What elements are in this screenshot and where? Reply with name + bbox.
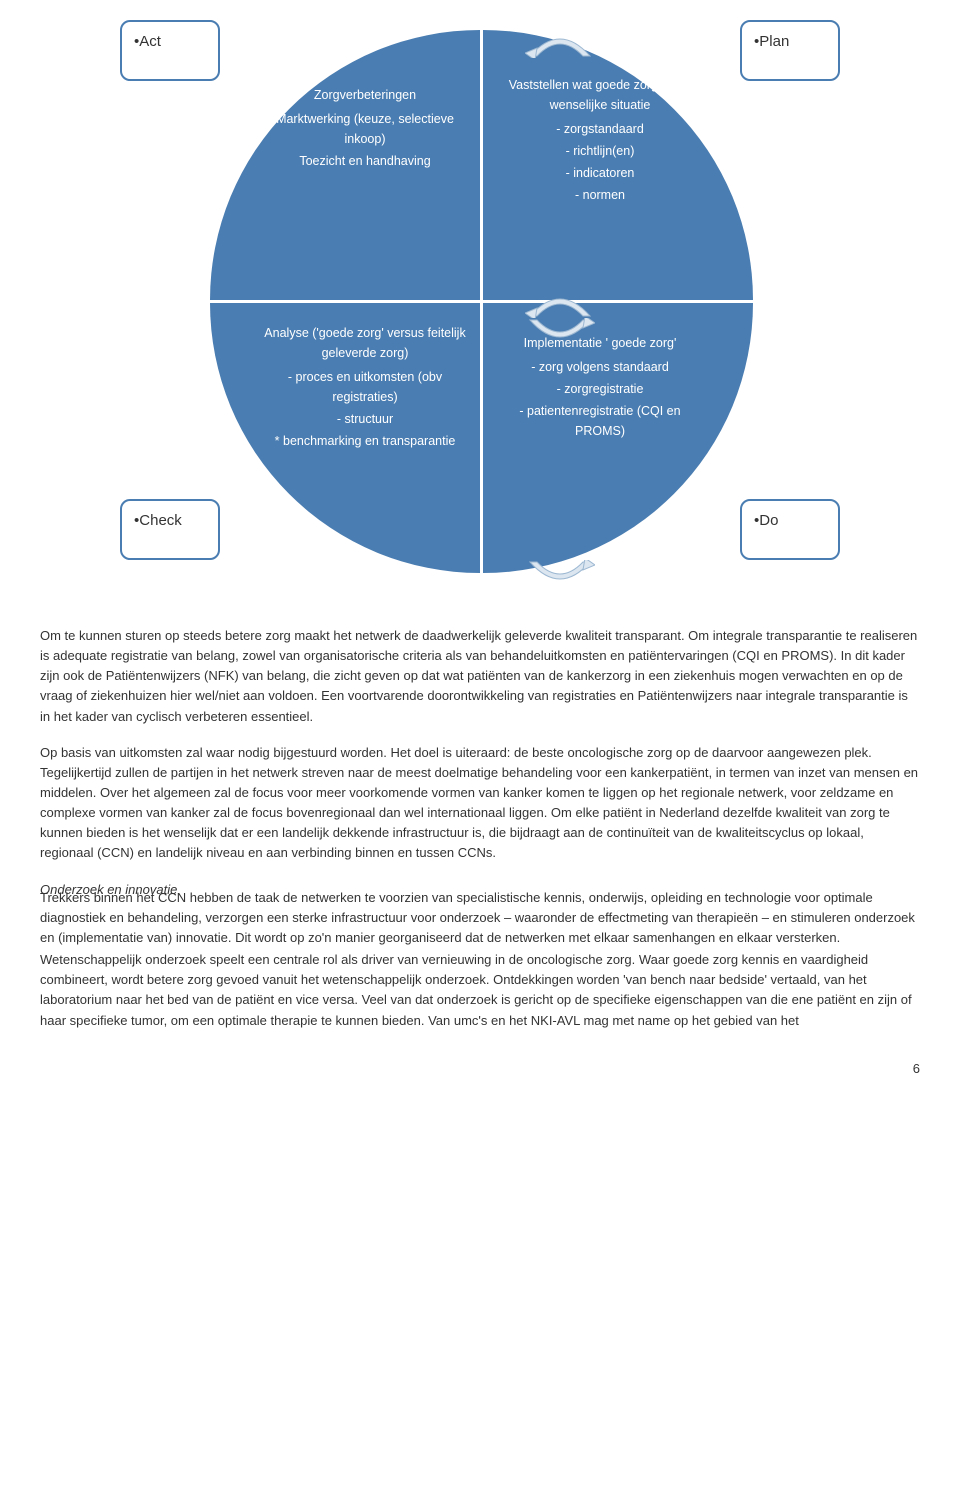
body-text: Om te kunnen sturen op steeds betere zor… xyxy=(40,626,920,1031)
page-number: 6 xyxy=(40,1059,920,1079)
quadrant-act: Zorgverbeteringen Marktwerking (keuze, s… xyxy=(210,30,480,300)
quad-line: - indicatoren xyxy=(495,163,705,183)
label-check: •Check xyxy=(120,499,220,560)
quad-line: * benchmarking en transparantie xyxy=(260,431,470,451)
quad-line: - structuur xyxy=(260,409,470,429)
paragraph: Trekkers binnen het CCN hebben de taak d… xyxy=(40,888,920,948)
quad-line: - proces en uitkomsten (obv registraties… xyxy=(260,367,470,407)
quad-text-br: Implementatie ' goede zorg' - zorg volge… xyxy=(495,333,705,443)
label-do: •Do xyxy=(740,499,840,560)
quad-text-tl: Zorgverbeteringen Marktwerking (keuze, s… xyxy=(260,85,470,173)
quad-line: - patientenregistratie (CQI en PROMS) xyxy=(495,401,705,441)
quad-line: - zorgregistratie xyxy=(495,379,705,399)
label-act: •Act xyxy=(120,20,220,81)
paragraph: Om te kunnen sturen op steeds betere zor… xyxy=(40,626,920,727)
quad-line: Toezicht en handhaving xyxy=(260,151,470,171)
label-text: Act xyxy=(139,33,161,50)
circle-container: Zorgverbeteringen Marktwerking (keuze, s… xyxy=(210,30,750,570)
label-text: Do xyxy=(759,512,778,529)
quadrant-check: Analyse ('goede zorg' versus feitelijk g… xyxy=(210,303,480,573)
quad-title: Implementatie ' goede zorg' xyxy=(495,333,705,353)
quad-line: Marktwerking (keuze, selectieve inkoop) xyxy=(260,109,470,149)
label-text: Plan xyxy=(759,33,789,50)
quad-line: - zorgstandaard xyxy=(495,119,705,139)
label-text: Check xyxy=(139,512,182,529)
quad-text-bl: Analyse ('goede zorg' versus feitelijk g… xyxy=(260,323,470,453)
quadrant-do: Implementatie ' goede zorg' - zorg volge… xyxy=(483,303,753,573)
quad-line: - normen xyxy=(495,185,705,205)
quad-title: Vaststellen wat goede zorg is: de wensel… xyxy=(495,75,705,115)
paragraph: Op basis van uitkomsten zal waar nodig b… xyxy=(40,743,920,864)
paragraph: Wetenschappelijk onderzoek speelt een ce… xyxy=(40,950,920,1031)
quad-line: - zorg volgens standaard xyxy=(495,357,705,377)
quad-line: - richtlijn(en) xyxy=(495,141,705,161)
quad-title: Zorgverbeteringen xyxy=(260,85,470,105)
quad-title: Analyse ('goede zorg' versus feitelijk g… xyxy=(260,323,470,363)
quad-text-tr: Vaststellen wat goede zorg is: de wensel… xyxy=(495,75,705,207)
label-plan: •Plan xyxy=(740,20,840,81)
quadrant-plan: Vaststellen wat goede zorg is: de wensel… xyxy=(483,30,753,300)
pdca-diagram: Zorgverbeteringen Marktwerking (keuze, s… xyxy=(130,20,830,590)
